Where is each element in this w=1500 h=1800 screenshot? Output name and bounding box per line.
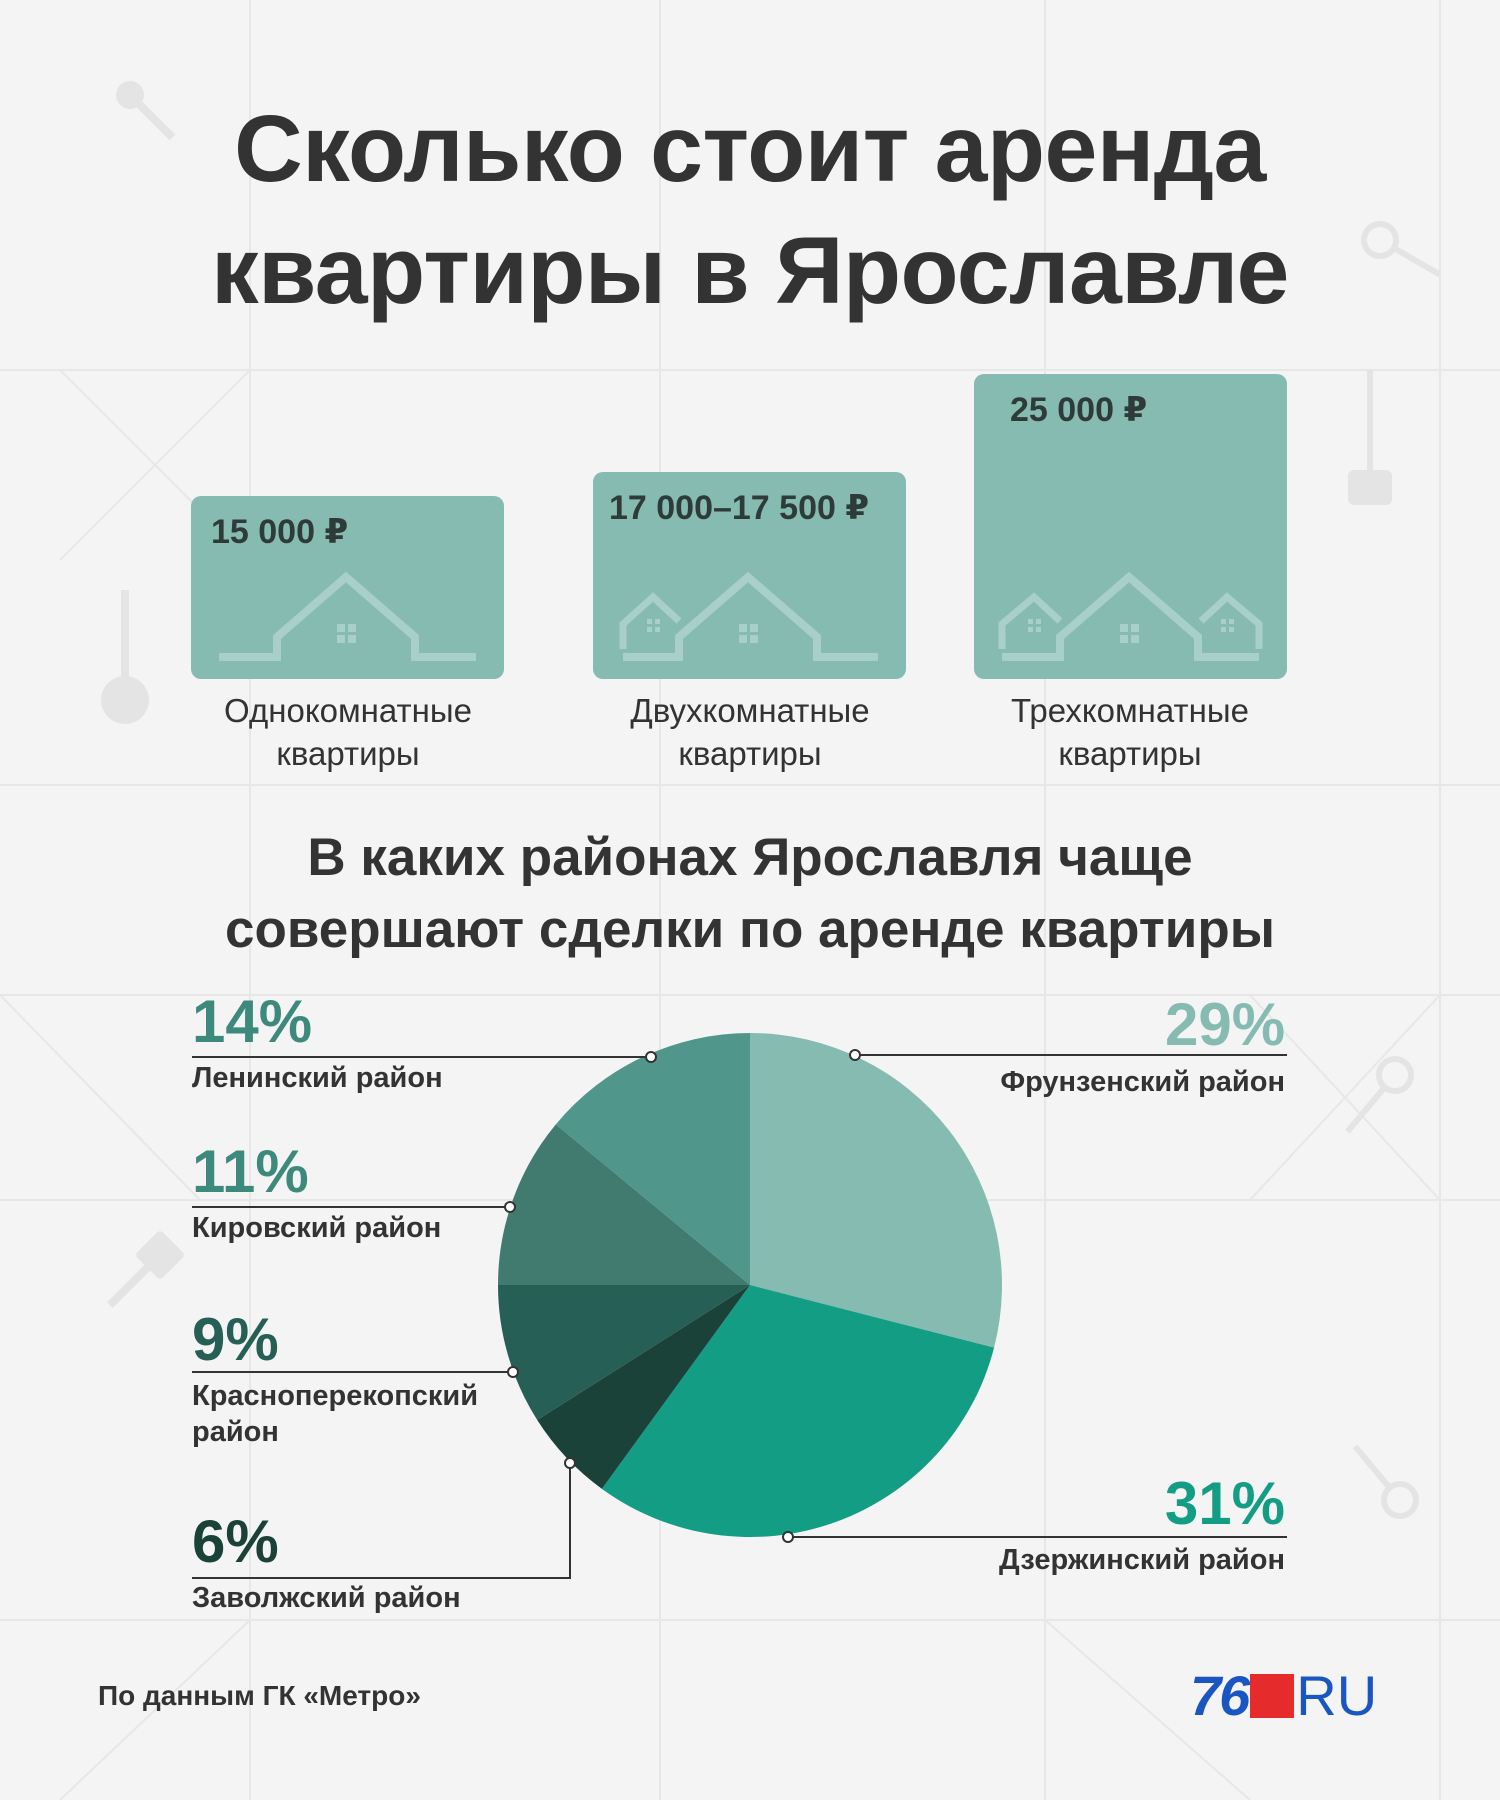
key-icon: [1348, 370, 1392, 505]
logo-square: [1250, 1674, 1295, 1718]
logo-number: 76: [1190, 1664, 1250, 1727]
pct-kirovsky: 11%: [192, 1138, 309, 1205]
district-zavolzhsky: Заволжский район: [192, 1582, 461, 1614]
pct-krasnoperekopsky: 9%: [192, 1306, 279, 1373]
district-line: район: [192, 1416, 279, 1448]
leader-dot: [645, 1051, 657, 1063]
subtitle-line-1: В каких районах Ярославля чаще: [307, 828, 1193, 887]
price-two-room: 17 000–17 500 ₽: [609, 489, 869, 527]
pct-frunzensky: 29%: [1165, 991, 1286, 1058]
key-icon: [1361, 221, 1442, 278]
page-title: Сколько стоит аренда квартиры в Ярославл…: [0, 88, 1500, 332]
caption-line: квартиры: [1058, 735, 1202, 772]
district-frunzensky: Фрунзенский район: [1000, 1066, 1285, 1098]
district-dzerzhinsky: Дзержинский район: [998, 1544, 1285, 1576]
chart-title: В каких районах Ярославля чаще совершают…: [0, 822, 1500, 966]
house-icon: [219, 571, 476, 661]
subtitle-line-2: совершают сделки по аренде квартиры: [225, 900, 1275, 959]
caption-line: Однокомнатные: [224, 692, 472, 729]
district-kirovsky: Кировский район: [192, 1212, 442, 1244]
card-two-room: 17 000–17 500 ₽: [593, 472, 906, 679]
caption-three-room: Трехкомнатные квартиры: [960, 689, 1300, 775]
price-three-room: 25 000 ₽: [1010, 391, 1148, 429]
leader-dot: [507, 1366, 519, 1378]
key-icon: [1352, 1444, 1419, 1519]
source-note: По данным ГК «Метро»: [98, 1680, 421, 1711]
slice-krasnoperekopsky: [498, 1285, 750, 1421]
slice-dzerzhinsky: [601, 1285, 995, 1538]
leader-dot: [849, 1049, 861, 1061]
slice-frunzensky: [750, 1033, 1002, 1348]
key-icon: [106, 1231, 184, 1309]
houses-icon: [998, 571, 1263, 661]
leader-dot: [782, 1531, 794, 1543]
slice-kirovsky: [498, 1124, 750, 1285]
district-krasnoperekopsky: Красноперекопский район: [192, 1378, 478, 1450]
caption-two-room: Двухкомнатные квартиры: [580, 689, 920, 775]
title-line-1: Сколько стоит аренда: [234, 96, 1266, 202]
leader-zavolzhsky: [192, 1463, 571, 1579]
caption-line: квартиры: [276, 735, 420, 772]
caption-line: квартиры: [678, 735, 822, 772]
key-icon: [116, 81, 176, 141]
price-one-room: 15 000 ₽: [211, 513, 349, 551]
pct-zavolzhsky: 6%: [192, 1508, 279, 1575]
leader-dot: [564, 1457, 576, 1469]
card-one-room: 15 000 ₽: [191, 496, 504, 679]
district-line: Красноперекопский: [192, 1380, 479, 1412]
slice-zavolzhsky: [537, 1285, 750, 1489]
houses-icon: [619, 571, 878, 661]
key-icon: [1345, 1056, 1414, 1134]
title-line-2: квартиры в Ярославле: [211, 218, 1289, 324]
district-leninsky: Ленинский район: [192, 1062, 443, 1094]
pct-dzerzhinsky: 31%: [1164, 1470, 1285, 1537]
card-three-room: 25 000 ₽: [974, 374, 1287, 679]
caption-one-room: Однокомнатные квартиры: [178, 689, 518, 775]
logo: 76 RU: [1190, 1666, 1377, 1726]
caption-line: Трехкомнатные: [1011, 692, 1249, 729]
logo-suffix: RU: [1296, 1664, 1378, 1727]
pct-leninsky: 14%: [192, 988, 313, 1055]
key-icon: [101, 590, 149, 724]
slice-leninsky: [555, 1033, 750, 1285]
caption-line: Двухкомнатные: [630, 692, 870, 729]
leader-dot: [504, 1201, 516, 1213]
